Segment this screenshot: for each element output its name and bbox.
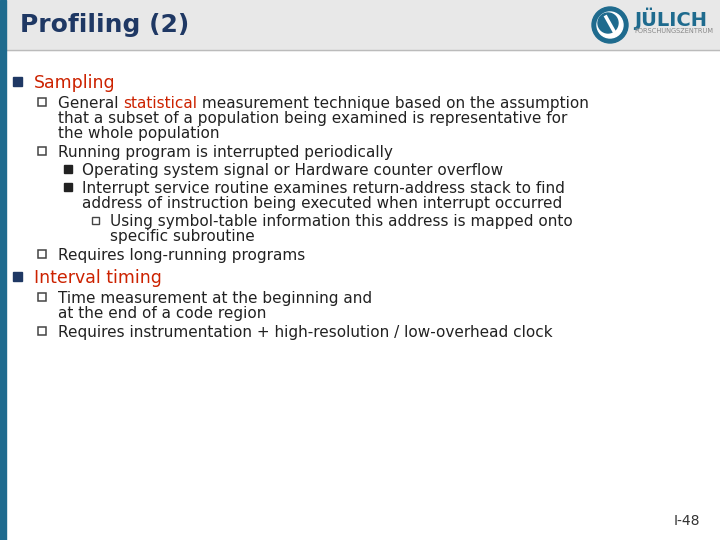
Circle shape [597, 12, 623, 38]
Text: that a subset of a population being examined is representative for: that a subset of a population being exam… [58, 111, 567, 126]
Text: at the end of a code region: at the end of a code region [58, 306, 266, 321]
Circle shape [592, 7, 628, 43]
Bar [92, 217, 99, 224]
Text: JÜLICH: JÜLICH [634, 8, 707, 30]
Text: address of instruction being executed when interrupt occurred: address of instruction being executed wh… [82, 196, 562, 211]
Bar [38, 98, 46, 105]
Text: Profiling (2): Profiling (2) [20, 13, 189, 37]
Text: statistical: statistical [123, 96, 197, 111]
Text: Interrupt service routine examines return-address stack to find: Interrupt service routine examines retur… [82, 181, 565, 196]
Text: Using symbol-table information this address is mapped onto: Using symbol-table information this addr… [110, 214, 572, 229]
Text: General: General [58, 96, 123, 111]
Bar [13, 77, 22, 86]
Bar [38, 327, 46, 334]
Text: the whole population: the whole population [58, 126, 220, 141]
Bar [38, 146, 46, 154]
Text: specific subroutine: specific subroutine [110, 229, 255, 244]
Bar [38, 293, 46, 300]
Text: Requires instrumentation + high-resolution / low-overhead clock: Requires instrumentation + high-resoluti… [58, 325, 553, 340]
Bar [64, 183, 72, 191]
Text: Sampling: Sampling [34, 74, 116, 92]
Text: measurement technique based on the assumption: measurement technique based on the assum… [197, 96, 589, 111]
Text: Requires long-running programs: Requires long-running programs [58, 248, 305, 263]
Text: Time measurement at the beginning and: Time measurement at the beginning and [58, 291, 372, 306]
Bar [13, 272, 22, 281]
Bar [0, 0, 6, 540]
Circle shape [598, 13, 618, 33]
Text: Running program is interrupted periodically: Running program is interrupted periodica… [58, 145, 393, 160]
Text: FORSCHUNGSZENTRUM: FORSCHUNGSZENTRUM [634, 28, 713, 34]
Text: Operating system signal or Hardware counter overflow: Operating system signal or Hardware coun… [82, 163, 503, 178]
Bar [64, 165, 72, 172]
Bar [38, 249, 46, 258]
Bar [0, 0, 720, 50]
Text: Interval timing: Interval timing [34, 269, 162, 287]
Text: I-48: I-48 [673, 514, 700, 528]
